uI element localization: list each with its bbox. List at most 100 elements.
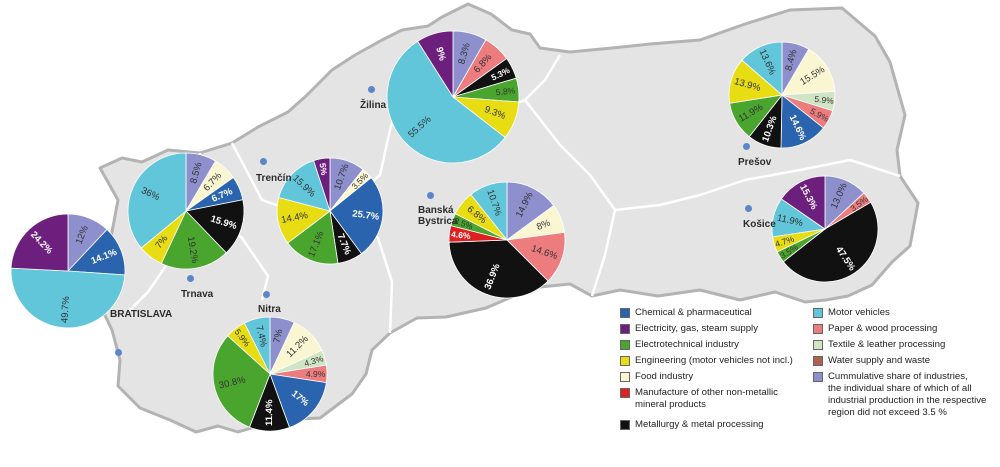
pie-slice-chemical <box>780 94 825 149</box>
pie-slice-motor <box>386 40 506 164</box>
pie-label-electrotechnical: 5.8% <box>495 85 516 97</box>
city-dot-zilina <box>367 85 375 93</box>
pie-slice-electricity <box>10 213 69 272</box>
legend-label-paper: Paper & wood processing <box>828 323 938 334</box>
pie-slice-food <box>781 48 836 96</box>
city-dot-nitra <box>262 290 270 298</box>
pie-label-nonmetallic: 4.6% <box>451 229 472 241</box>
legend-swatch-electrotechnical <box>620 340 630 350</box>
legend-swatch-textile <box>813 340 823 350</box>
legend-label-electrotechnical: Electrotechnical industry <box>635 339 739 350</box>
city-label-zilina: Žilina <box>360 100 387 111</box>
pie-label-motor: 7.4% <box>253 324 269 348</box>
pie-label-engineering: 14.4% <box>280 210 309 226</box>
pie-slice-electricity <box>780 175 826 230</box>
pie-slice-motor <box>10 267 126 329</box>
legend-item-electricity: Electricity, gas, steam supply <box>620 323 810 335</box>
city-dot-presov <box>742 142 750 150</box>
legend-item-cumulative: Cummulative share of industries, the ind… <box>813 371 993 419</box>
pie-trencin: 10.7%3.5%25.7%7.7%17.1%14.4%15.9%5% <box>276 157 384 265</box>
pie-bratislava: 12%14.1%49.7%24.2% <box>10 213 126 329</box>
legend-item-electrotechnical: Electrotechnical industry <box>620 339 810 351</box>
city-dot-kosice <box>744 204 752 212</box>
pie-kosice: 13.0%3.5%47.5%3.5%4.7%11.9%15.3% <box>771 175 879 283</box>
city-label-bratislava: BRATISLAVA <box>110 309 173 320</box>
legend-item-water: Water supply and waste <box>813 355 993 367</box>
pie-slice-electrotechnical <box>212 335 271 428</box>
legend-label-cumulative: Cummulative share of industries, the ind… <box>828 371 987 418</box>
pie-slice-cumulative <box>506 181 555 241</box>
legend-item-food: Food industry <box>620 371 810 383</box>
city-dot-trencin <box>259 157 267 165</box>
pie-slice-electricity <box>417 30 454 99</box>
legend-label-chemical: Chemical & pharmaceutical <box>635 307 752 318</box>
pie-slice-chemical <box>329 177 384 255</box>
legend-swatch-electricity <box>620 324 630 334</box>
pie-label-paper: 4.9% <box>306 369 326 379</box>
legend-swatch-chemical <box>620 308 630 318</box>
pie-slice-electrotechnical <box>287 210 339 265</box>
pie-label-chemical: 25.7% <box>352 208 381 222</box>
city-label-nitra: Nitra <box>258 304 281 315</box>
legend-item-nonmetallic: Manufacture of other non-metallic minera… <box>620 387 810 411</box>
legend-item-metallurgy: Metallurgy & metal processing <box>620 419 810 431</box>
legend-label-electricity: Electricity, gas, steam supply <box>635 323 758 334</box>
city-label-banska: Banská Bystrica <box>418 205 458 227</box>
city-dot-trnava <box>186 274 194 282</box>
legend-label-food: Food industry <box>635 371 694 382</box>
legend-swatch-metallurgy <box>620 420 630 430</box>
city-label-trencin: Trenčín <box>256 173 292 184</box>
city-label-presov: Prešov <box>738 157 772 168</box>
legend-swatch-paper <box>813 324 823 334</box>
legend-label-water: Water supply and waste <box>828 355 931 366</box>
pie-label-motor: 49.7% <box>59 295 72 323</box>
pie-charts: 12%14.1%49.7%24.2%8.5%6.7%6.7%15.9%19.2%… <box>10 30 879 432</box>
city-label-trnava: Trnava <box>181 289 214 300</box>
legend: Chemical & pharmaceutical Electricity, ga… <box>620 307 995 462</box>
pie-label-metallurgy: 11.4% <box>264 399 275 426</box>
pie-label-textile: 5.9% <box>814 94 835 106</box>
pie-zilina: 8.3% 6.8%5.3%5.8%9.3%55.5%9% <box>386 30 520 164</box>
pie-slice-metallurgy <box>448 239 549 299</box>
legend-item-motor: Motor vehicles <box>813 307 993 319</box>
legend-swatch-engineering <box>620 356 630 366</box>
pie-label-electrotechnical: 19.2% <box>185 236 200 265</box>
pie-slice-metallurgy <box>185 199 245 254</box>
legend-swatch-food <box>620 372 630 382</box>
pie-slice-metallurgy <box>782 201 879 283</box>
pie-slice-chemical <box>269 373 327 429</box>
pie-slice-motor <box>741 41 783 96</box>
pie-slice-motor <box>243 316 271 375</box>
legend-item-chemical: Chemical & pharmaceutical <box>620 307 810 319</box>
city-label-kosice: Košice <box>743 219 776 230</box>
pie-presov: 8.4%15.5%5.9%5.9%14.6%10.3%11.9%13.9%13.… <box>728 41 836 149</box>
pie-slice-motor <box>278 160 331 212</box>
pie-trnava: 8.5%6.7%6.7%15.9%19.2%7%36% <box>127 152 245 270</box>
legend-swatch-water <box>813 356 823 366</box>
legend-label-motor: Motor vehicles <box>828 307 890 318</box>
legend-swatch-motor <box>813 308 823 318</box>
pie-slice-paper <box>506 231 566 282</box>
pie-slice-motor <box>470 181 508 242</box>
pie-slice-chemical <box>67 228 126 276</box>
legend-label-metallurgy: Metallurgy & metal processing <box>635 419 764 430</box>
legend-label-engineering: Engineering (motor vehicles not incl.) <box>635 355 793 366</box>
legend-swatch-nonmetallic <box>620 388 630 398</box>
legend-swatch-cumulative <box>813 372 823 382</box>
legend-label-nonmetallic: Manufacture of other non-metallic minera… <box>635 387 778 410</box>
city-dot-banska <box>426 191 434 199</box>
pie-label-electricity: 5% <box>317 162 329 176</box>
legend-item-engineering: Engineering (motor vehicles not incl.) <box>620 355 810 367</box>
pie-label-electricity: 9% <box>433 46 448 63</box>
legend-label-textile: Textile & leather processing <box>828 339 946 350</box>
pie-slice-electricity <box>313 157 331 212</box>
pie-slice-electrotechnical <box>160 210 227 270</box>
city-dot-bratislava <box>114 348 122 356</box>
pie-nitra: 7% 11.2%4.3%4.9%17%11.4%30.8%5.9% 7.4% <box>212 316 328 432</box>
pie-label-food: 8% <box>535 217 552 233</box>
pie-label-cumulative: 7% <box>272 328 286 344</box>
pie-slice-motor <box>127 152 187 249</box>
pie-banska-bystrica: 14.9%8%14.6%36.9%4.6%3.5%6.8%10.7% <box>448 181 566 299</box>
